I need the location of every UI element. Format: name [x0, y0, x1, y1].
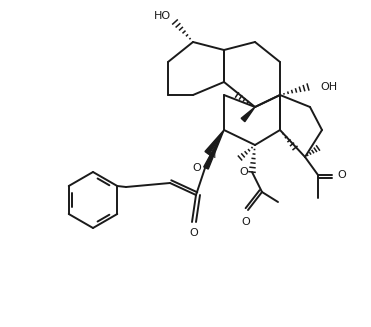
- Text: O: O: [239, 167, 248, 177]
- Text: O: O: [192, 163, 201, 173]
- Polygon shape: [205, 130, 224, 154]
- Text: H: H: [208, 150, 216, 160]
- Polygon shape: [241, 107, 255, 122]
- Text: O: O: [190, 228, 198, 238]
- Polygon shape: [204, 130, 224, 169]
- Text: OH: OH: [320, 82, 337, 92]
- Text: O: O: [337, 170, 346, 180]
- Text: O: O: [242, 217, 250, 227]
- Text: HO: HO: [154, 11, 171, 21]
